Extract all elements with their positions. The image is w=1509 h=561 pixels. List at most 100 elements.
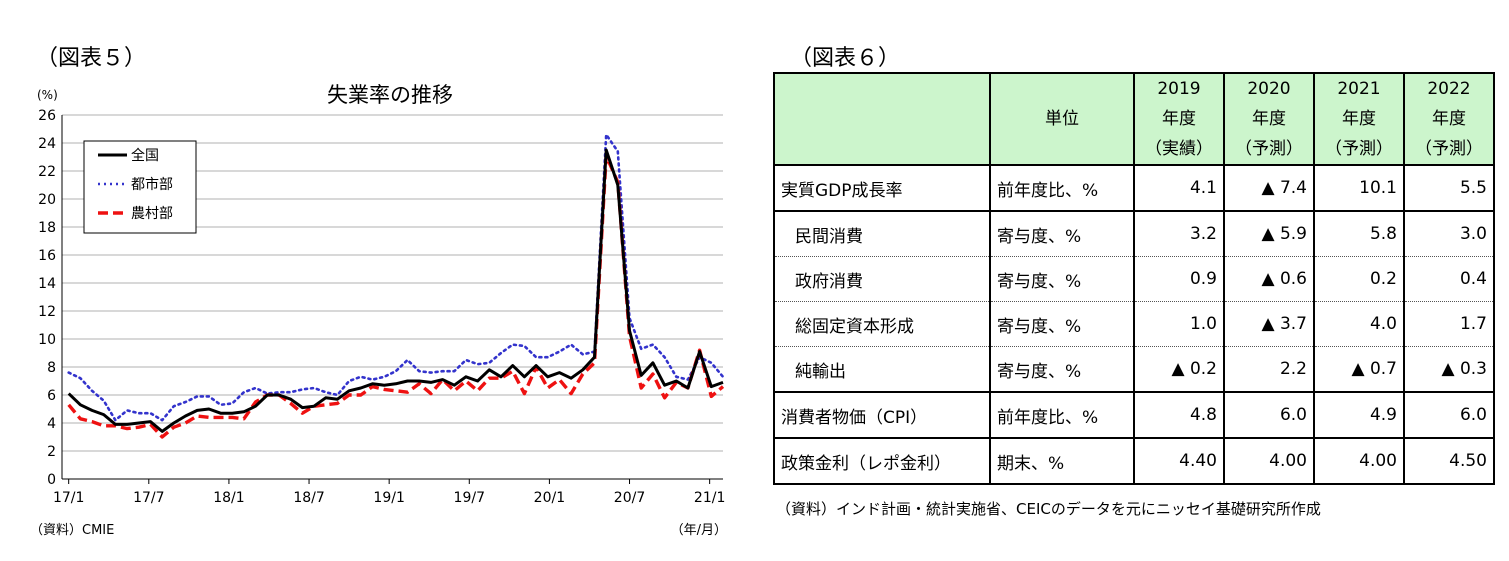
x-tick-label: 17/7 bbox=[133, 490, 164, 506]
y-tick-label: 20 bbox=[38, 192, 56, 208]
legend-label: 農村部 bbox=[131, 206, 173, 222]
header-type: （予測） bbox=[1235, 139, 1303, 159]
cell-value: ▲ 7.4 bbox=[1223, 164, 1315, 212]
header-kind: 年度 bbox=[1162, 109, 1196, 129]
header-kind: 年度 bbox=[1342, 109, 1376, 129]
series-line-urban bbox=[67, 133, 725, 422]
series-line-rural bbox=[67, 153, 725, 439]
table-row-net-exports: 純輸出 寄与度、% ▲ 0.2 2.2 ▲ 0.7 ▲ 0.3 bbox=[773, 346, 1495, 393]
row-unit: 寄与度、% bbox=[989, 256, 1135, 302]
legend-label: 都市部 bbox=[131, 176, 173, 193]
x-tick-label: 19/1 bbox=[373, 490, 404, 506]
cell-value: 4.0 bbox=[1313, 301, 1405, 347]
header-kind: 年度 bbox=[1252, 109, 1286, 129]
y-tick-label: 4 bbox=[47, 416, 56, 432]
forecast-table: 単位 2019 年度 （実績） 2020 年度 （予測） 2021 年度 （予測… bbox=[773, 72, 1495, 485]
y-tick-label: 14 bbox=[38, 276, 56, 292]
cell-value: 3.2 bbox=[1133, 210, 1225, 257]
forecast-table-wrap: 単位 2019 年度 （実績） 2020 年度 （予測） 2021 年度 （予測… bbox=[773, 72, 1495, 485]
cell-value: 10.1 bbox=[1313, 164, 1405, 212]
figure6-label: （図表６） bbox=[790, 46, 901, 71]
cell-value: 4.00 bbox=[1223, 437, 1315, 485]
y-tick-label: 2 bbox=[47, 444, 56, 460]
x-tick-label: 19/7 bbox=[454, 490, 485, 506]
row-label: 純輸出 bbox=[773, 346, 991, 393]
y-tick-label: 26 bbox=[38, 108, 56, 124]
cell-value: 4.40 bbox=[1133, 437, 1225, 485]
cell-value: ▲ 5.9 bbox=[1223, 210, 1315, 257]
cell-value: ▲ 0.7 bbox=[1313, 346, 1405, 393]
cell-value: 1.0 bbox=[1133, 301, 1225, 347]
cell-value: 4.8 bbox=[1133, 391, 1225, 439]
cell-value: 5.5 bbox=[1403, 164, 1495, 212]
cell-value: ▲ 0.3 bbox=[1403, 346, 1495, 393]
row-unit: 寄与度、% bbox=[989, 210, 1135, 257]
header-year: 2022 bbox=[1427, 79, 1471, 99]
y-tick-label: 10 bbox=[38, 332, 56, 348]
header-unit: 単位 bbox=[989, 72, 1135, 166]
table-row-cpi: 消費者物価（CPI） 前年度比、% 4.8 6.0 4.9 6.0 bbox=[773, 391, 1495, 439]
row-unit: 期末、% bbox=[989, 437, 1135, 485]
cell-value: 0.2 bbox=[1313, 256, 1405, 302]
x-tick-label: 21/1 bbox=[694, 490, 725, 506]
cell-value: 2.2 bbox=[1223, 346, 1315, 393]
y-tick-label: 18 bbox=[38, 220, 56, 236]
row-unit: 前年度比、% bbox=[989, 164, 1135, 212]
header-year: 2021 bbox=[1337, 79, 1381, 99]
cell-value: 0.9 bbox=[1133, 256, 1225, 302]
y-tick-label: 22 bbox=[38, 164, 56, 180]
row-unit: 寄与度、% bbox=[989, 301, 1135, 347]
row-label: 政府消費 bbox=[773, 256, 991, 302]
header-year-2021: 2021 年度 （予測） bbox=[1313, 72, 1405, 166]
header-year-2022: 2022 年度 （予測） bbox=[1403, 72, 1495, 166]
cell-value: 1.7 bbox=[1403, 301, 1495, 347]
row-unit: 寄与度、% bbox=[989, 346, 1135, 393]
row-label: 総固定資本形成 bbox=[773, 301, 991, 347]
header-year-2020: 2020 年度 （予測） bbox=[1223, 72, 1315, 166]
y-tick-label: 24 bbox=[38, 136, 56, 152]
x-tick-label: 20/7 bbox=[614, 490, 645, 506]
cell-value: 4.1 bbox=[1133, 164, 1225, 212]
y-tick-label: 0 bbox=[47, 472, 56, 488]
cell-value: 4.9 bbox=[1313, 391, 1405, 439]
chart-title: 失業率の推移 bbox=[327, 83, 453, 107]
cell-value: 4.50 bbox=[1403, 437, 1495, 485]
y-tick-label: 6 bbox=[47, 388, 56, 404]
header-blank bbox=[773, 72, 991, 166]
table-header-row: 単位 2019 年度 （実績） 2020 年度 （予測） 2021 年度 （予測… bbox=[773, 72, 1495, 166]
header-type: （予測） bbox=[1415, 139, 1483, 159]
cell-value: ▲ 3.7 bbox=[1223, 301, 1315, 347]
cell-value: ▲ 0.6 bbox=[1223, 256, 1315, 302]
figure5-label: （図表５） bbox=[36, 46, 147, 71]
row-label: 実質GDP成長率 bbox=[773, 164, 991, 212]
table-row-private-consumption: 民間消費 寄与度、% 3.2 ▲ 5.9 5.8 3.0 bbox=[773, 210, 1495, 257]
row-label: 消費者物価（CPI） bbox=[773, 391, 991, 439]
legend-label: 全国 bbox=[131, 147, 159, 164]
y-tick-label: 12 bbox=[38, 304, 56, 320]
header-year-2019: 2019 年度 （実績） bbox=[1133, 72, 1225, 166]
header-type: （予測） bbox=[1325, 139, 1393, 159]
x-axis-unit: （年/月） bbox=[671, 523, 727, 538]
x-tick-label: 17/1 bbox=[53, 490, 84, 506]
header-kind: 年度 bbox=[1432, 109, 1466, 129]
cell-value: 0.4 bbox=[1403, 256, 1495, 302]
cell-value: 6.0 bbox=[1223, 391, 1315, 439]
table-row-gdp: 実質GDP成長率 前年度比、% 4.1 ▲ 7.4 10.1 5.5 bbox=[773, 164, 1495, 212]
row-unit: 前年度比、% bbox=[989, 391, 1135, 439]
cell-value: 5.8 bbox=[1313, 210, 1405, 257]
header-type: （実績） bbox=[1145, 139, 1213, 159]
row-label: 民間消費 bbox=[773, 210, 991, 257]
x-tick-label: 20/1 bbox=[534, 490, 565, 506]
x-tick-label: 18/1 bbox=[213, 490, 244, 506]
table-row-fixed-capital: 総固定資本形成 寄与度、% 1.0 ▲ 3.7 4.0 1.7 bbox=[773, 301, 1495, 347]
header-year: 2020 bbox=[1247, 79, 1291, 99]
series-line-national bbox=[67, 148, 724, 433]
table-row-policy-rate: 政策金利（レポ金利） 期末、% 4.40 4.00 4.00 4.50 bbox=[773, 437, 1495, 485]
y-tick-label: 8 bbox=[47, 360, 56, 376]
cell-value: 4.00 bbox=[1313, 437, 1405, 485]
cell-value: 6.0 bbox=[1403, 391, 1495, 439]
row-label: 政策金利（レポ金利） bbox=[773, 437, 991, 485]
y-axis-unit: (%) bbox=[37, 88, 58, 102]
